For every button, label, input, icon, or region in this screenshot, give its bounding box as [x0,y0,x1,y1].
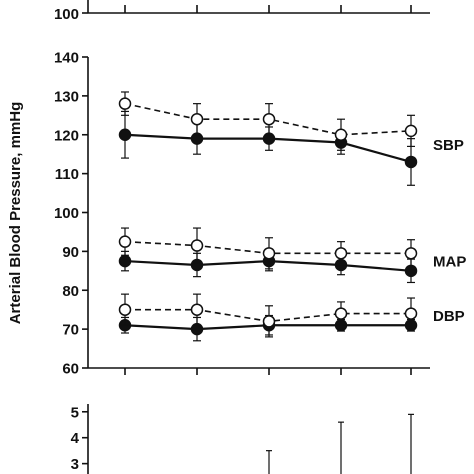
open-marker [334,307,348,320]
filled-marker [118,128,132,141]
bottom-y-tick-label: 4 [71,430,80,447]
open-marker [118,97,132,110]
filled-marker [404,155,418,169]
open-marker [404,124,418,138]
open-marker [262,112,276,126]
middle-y-tick-label: 140 [54,50,79,67]
middle-y-tick-label: 60 [62,361,79,378]
open-marker [118,303,132,316]
series-label-sbp: SBP [433,137,464,154]
series-5 [118,293,418,338]
y-axis-title: Arterial Blood Pressure, mmHg [7,102,24,325]
open-marker [334,128,348,141]
open-marker [404,307,418,320]
series-label-dbp: DBP [433,308,465,325]
open-marker [262,247,276,260]
bottom-y-tick-label: 3 [71,456,79,473]
middle-y-tick-label: 70 [62,322,79,339]
open-marker [404,247,418,260]
open-marker [190,239,204,252]
series-1 [118,91,418,151]
open-marker [334,247,348,260]
middle-y-tick-label: 120 [54,127,79,144]
bottom-y-tick-label: 5 [71,404,79,421]
filled-marker [118,254,132,268]
series-0 [118,110,418,186]
bottom-panel: 3 4 5 [71,404,414,474]
open-marker [118,235,132,248]
middle-y-tick-label: 100 [54,205,79,222]
middle-y-tick-label: 90 [62,244,79,261]
top-panel: 100 [54,0,430,23]
open-marker [190,303,204,316]
middle-y-tick-label: 110 [55,166,79,183]
open-marker [262,315,276,328]
top-y-tick-label: 100 [54,6,79,23]
series-label-map: MAP [433,254,466,271]
middle-panel: 60 70 80 90 100 110 120 130 140 SBP MAP DBP [54,50,466,378]
middle-y-tick-label: 80 [62,283,79,300]
open-marker [190,112,204,126]
middle-y-tick-label: 130 [54,88,79,105]
series-3 [118,227,418,270]
